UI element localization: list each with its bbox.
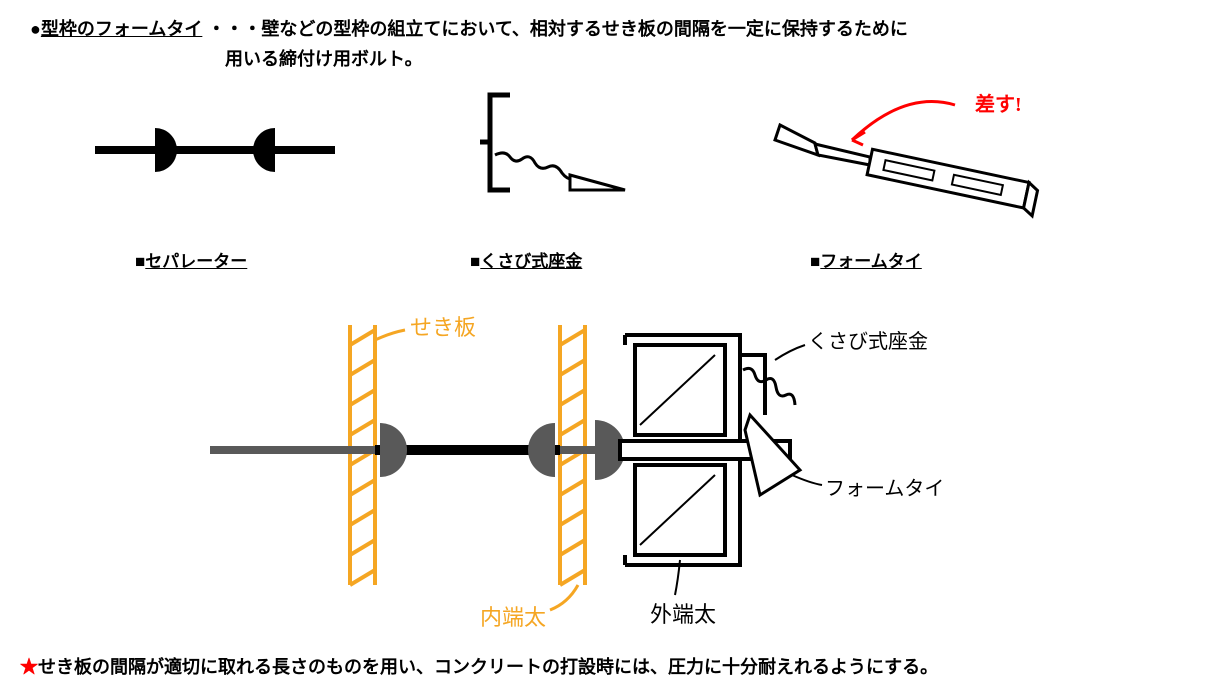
caption-separator: ■セパレーター: [135, 247, 247, 272]
formtie-hand-label: フォームタイ: [825, 472, 944, 501]
header-line1: ●型枠のフォームタイ ・・・壁などの型枠の組立てにおいて、相対するせき板の間隔を…: [30, 15, 908, 41]
footer-text: せき板の間隔が適切に取れる長さのものを用い、コンクリートの打設時には、圧力に十分…: [38, 657, 938, 677]
formtie-diagram: [770, 95, 1060, 245]
uchibata-label: 内端太: [480, 600, 546, 632]
star-icon: ★: [20, 657, 38, 677]
separator-diagram: [85, 110, 345, 190]
caption-wedge-washer: ■くさび式座金: [470, 247, 582, 272]
header-title: 型枠のフォームタイ: [41, 19, 202, 39]
kusabi-label: くさび式座金: [808, 325, 928, 354]
header-line2: 用いる締付け用ボルト。: [225, 45, 423, 71]
footer-line: ★せき板の間隔が適切に取れる長さのものを用い、コンクリートの打設時には、圧力に十…: [20, 653, 938, 679]
bullet: ●: [30, 19, 41, 39]
wedge-washer-diagram: [450, 85, 650, 225]
sekiita-label: せき板: [410, 310, 476, 342]
insert-label: 差す!: [975, 88, 1022, 117]
header-dots: ・・・: [207, 19, 261, 39]
header-desc1: 壁などの型枠の組立てにおいて、相対するせき板の間隔を一定に保持するために: [261, 19, 908, 39]
caption-formtie: ■フォームタイ: [810, 247, 922, 272]
sotobata-label: 外端太: [650, 597, 716, 629]
